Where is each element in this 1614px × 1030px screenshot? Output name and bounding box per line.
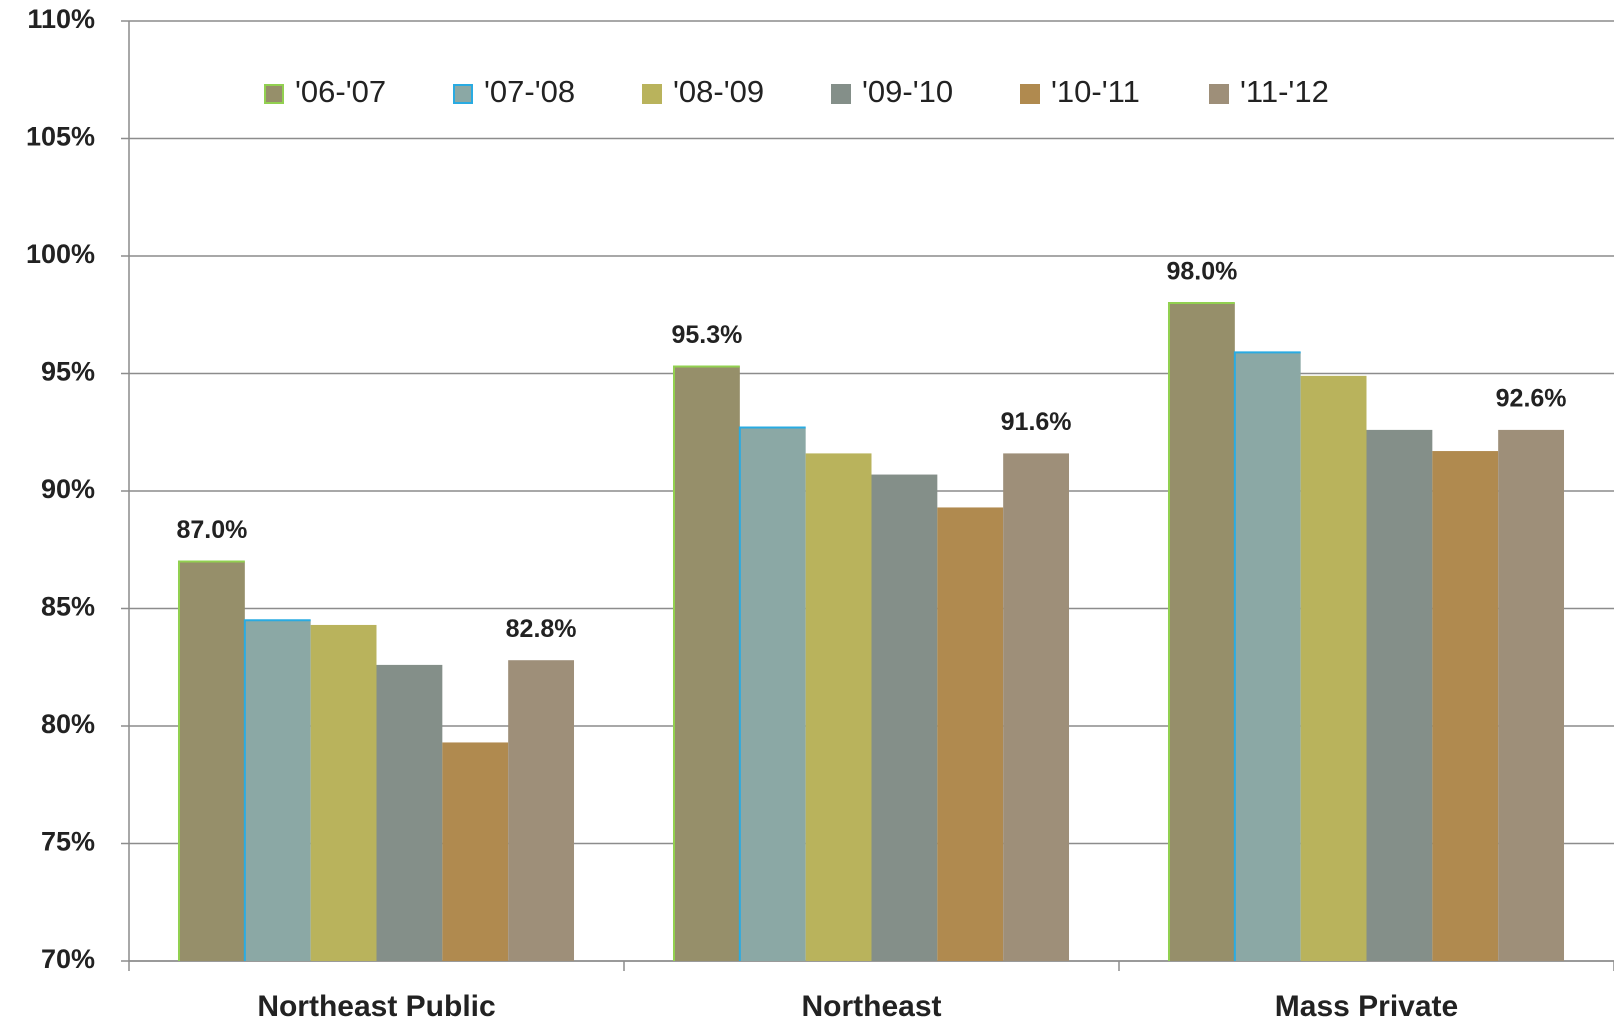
bar-edge bbox=[177, 560, 245, 961]
legend-label: '08-'09 bbox=[673, 74, 764, 109]
legend-label: '11-'12 bbox=[1240, 74, 1329, 109]
data-label: 92.6% bbox=[1496, 385, 1567, 413]
y-tick-label: 100% bbox=[26, 239, 95, 269]
bar bbox=[1234, 352, 1301, 962]
data-label: 91.6% bbox=[1001, 408, 1072, 436]
bar bbox=[1432, 451, 1499, 961]
bar bbox=[1498, 429, 1565, 961]
legend-swatch bbox=[453, 84, 473, 104]
x-tick-label: Mass Private bbox=[1275, 990, 1458, 1023]
legend-swatch bbox=[642, 84, 662, 104]
legend-label: '09-'10 bbox=[862, 74, 953, 109]
legend-swatch bbox=[831, 84, 851, 104]
bar bbox=[178, 561, 245, 961]
bar-edge bbox=[243, 619, 311, 961]
bar bbox=[244, 620, 311, 961]
bar bbox=[739, 427, 806, 961]
bar bbox=[1366, 429, 1433, 961]
y-tick-label: 110% bbox=[27, 4, 95, 34]
y-tick-label: 90% bbox=[41, 474, 95, 504]
legend-label: '10-'11 bbox=[1051, 74, 1140, 109]
legend-swatch bbox=[264, 84, 284, 104]
legend-label: '06-'07 bbox=[295, 74, 386, 109]
y-tick-label: 95% bbox=[41, 357, 95, 387]
data-label: 98.0% bbox=[1166, 258, 1237, 286]
bar bbox=[442, 742, 509, 961]
y-tick-label: 105% bbox=[26, 122, 95, 152]
bar bbox=[805, 453, 872, 961]
data-label: 87.0% bbox=[176, 516, 247, 544]
y-tick-label: 80% bbox=[41, 709, 95, 739]
y-tick-label: 85% bbox=[41, 592, 95, 622]
y-tick-label: 75% bbox=[41, 827, 95, 857]
bar bbox=[1003, 453, 1070, 961]
bar-edge bbox=[1233, 351, 1301, 961]
bar-edge bbox=[738, 426, 806, 961]
bar bbox=[310, 624, 377, 961]
data-label: 82.8% bbox=[506, 615, 577, 643]
bar-edge bbox=[1167, 302, 1235, 961]
bar bbox=[871, 474, 938, 961]
bar bbox=[673, 366, 740, 961]
legend-swatch bbox=[1209, 84, 1229, 104]
x-tick-label: Northeast Public bbox=[257, 990, 495, 1023]
legend-label: '07-'08 bbox=[484, 74, 575, 109]
bar-edge bbox=[672, 365, 740, 961]
x-tick-label: Northeast bbox=[801, 990, 941, 1023]
bar bbox=[1300, 375, 1367, 962]
data-label: 95.3% bbox=[671, 321, 742, 349]
bar bbox=[508, 660, 575, 961]
bar bbox=[1168, 303, 1235, 961]
y-tick-label: 70% bbox=[41, 944, 95, 974]
bar bbox=[376, 664, 443, 961]
legend-swatch bbox=[1020, 84, 1040, 104]
bar bbox=[937, 507, 1004, 961]
